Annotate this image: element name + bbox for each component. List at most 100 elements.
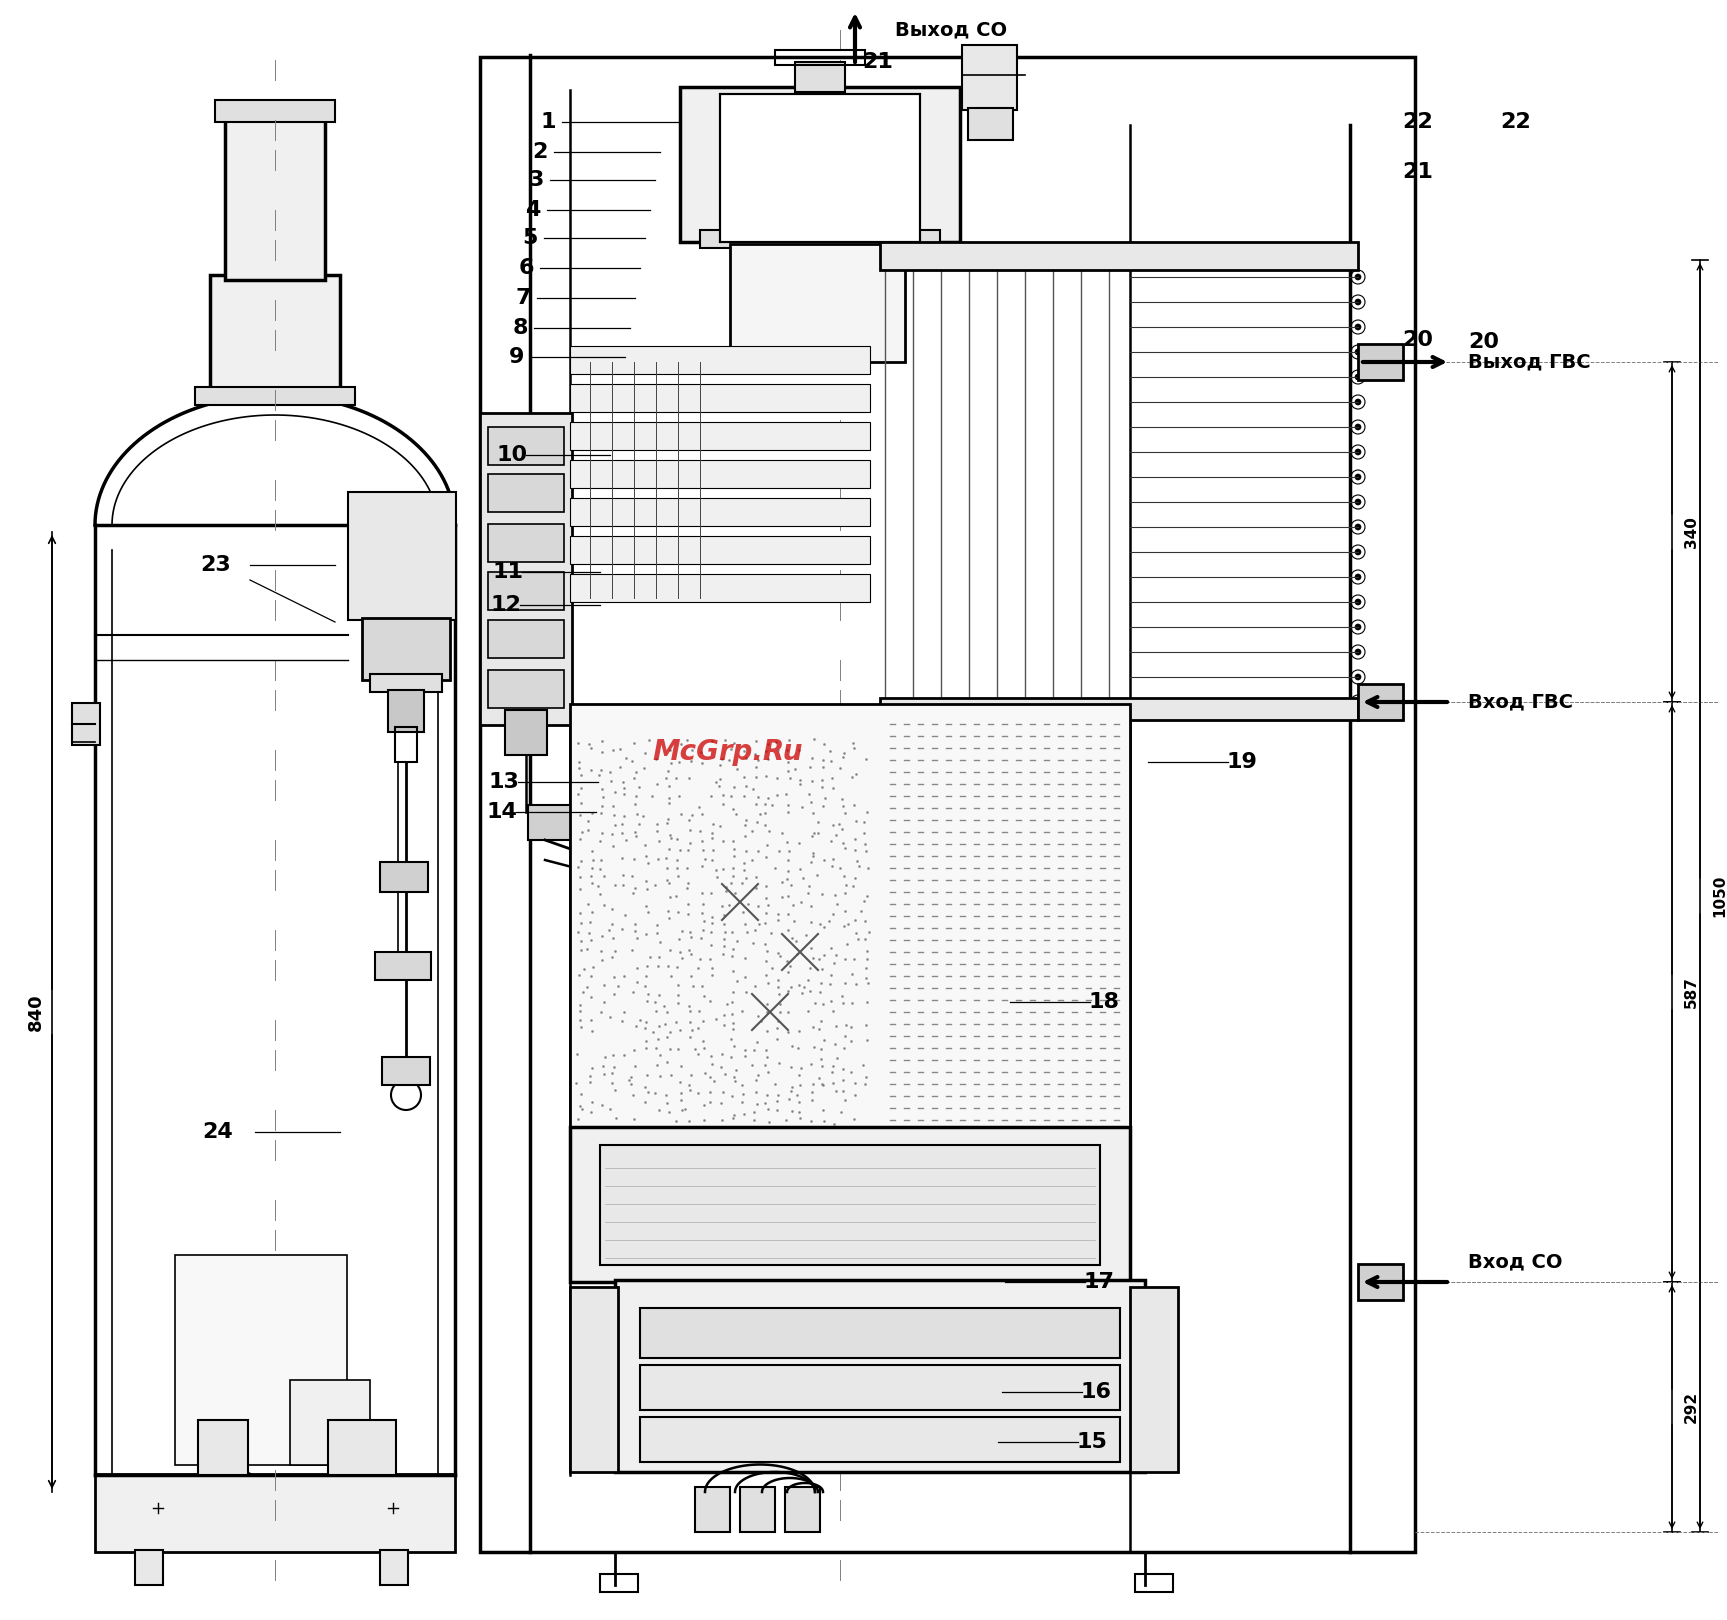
Circle shape bbox=[1356, 424, 1361, 429]
Bar bbox=[489, 671, 565, 708]
Bar bbox=[962, 45, 1017, 110]
Text: 22: 22 bbox=[1402, 112, 1433, 131]
Bar bbox=[389, 690, 425, 732]
Bar bbox=[380, 862, 428, 893]
Bar bbox=[489, 620, 565, 658]
Text: 21: 21 bbox=[862, 52, 893, 71]
Circle shape bbox=[1356, 300, 1361, 305]
Text: 1050: 1050 bbox=[1711, 875, 1727, 917]
Text: McGrp.Ru: McGrp.Ru bbox=[653, 739, 803, 766]
Bar bbox=[1357, 1264, 1402, 1299]
Bar bbox=[570, 573, 870, 603]
Circle shape bbox=[1356, 674, 1361, 680]
Bar bbox=[375, 953, 432, 980]
Text: 3: 3 bbox=[528, 170, 544, 190]
Bar bbox=[489, 523, 565, 562]
Text: 587: 587 bbox=[1684, 977, 1699, 1008]
Bar bbox=[1357, 343, 1402, 381]
Bar bbox=[570, 421, 870, 450]
Text: Вход СО: Вход СО bbox=[1468, 1252, 1563, 1272]
Text: 20: 20 bbox=[1468, 332, 1499, 352]
Bar bbox=[599, 1575, 637, 1592]
Circle shape bbox=[1356, 399, 1361, 405]
Text: 22: 22 bbox=[1501, 112, 1530, 131]
Text: Выход СО: Выход СО bbox=[895, 21, 1007, 39]
Text: 6: 6 bbox=[518, 258, 534, 279]
Text: 11: 11 bbox=[492, 562, 523, 582]
Circle shape bbox=[1356, 348, 1361, 355]
Bar bbox=[328, 1421, 395, 1474]
Bar bbox=[680, 87, 960, 241]
Bar bbox=[570, 536, 870, 564]
Circle shape bbox=[1356, 475, 1361, 480]
Bar bbox=[95, 1474, 454, 1552]
Text: 17: 17 bbox=[1083, 1272, 1114, 1293]
Bar bbox=[211, 275, 340, 400]
Bar bbox=[489, 428, 565, 465]
Bar bbox=[570, 497, 870, 526]
Bar bbox=[570, 460, 870, 488]
Bar bbox=[528, 805, 577, 841]
Text: 2: 2 bbox=[532, 143, 547, 162]
Bar bbox=[570, 347, 870, 374]
Bar bbox=[1135, 1575, 1173, 1592]
Bar bbox=[786, 1487, 820, 1533]
Text: 20: 20 bbox=[1402, 330, 1433, 350]
Circle shape bbox=[1356, 324, 1361, 330]
Bar bbox=[969, 109, 1014, 139]
Bar bbox=[739, 1487, 775, 1533]
Text: 12: 12 bbox=[490, 595, 522, 616]
Circle shape bbox=[1356, 650, 1361, 654]
Text: 18: 18 bbox=[1088, 991, 1119, 1012]
Bar bbox=[214, 100, 335, 122]
Bar bbox=[570, 705, 1129, 1132]
Bar bbox=[699, 230, 939, 248]
Bar bbox=[599, 1145, 1100, 1265]
Bar bbox=[1357, 684, 1402, 719]
Bar bbox=[1129, 1286, 1178, 1473]
Bar bbox=[615, 1280, 1145, 1473]
Text: 8: 8 bbox=[513, 318, 528, 339]
Circle shape bbox=[1356, 523, 1361, 530]
Bar bbox=[370, 674, 442, 692]
Text: 15: 15 bbox=[1076, 1432, 1107, 1452]
Bar bbox=[489, 572, 565, 611]
Text: 19: 19 bbox=[1226, 752, 1257, 773]
Bar bbox=[641, 1418, 1121, 1461]
Bar bbox=[570, 1128, 1129, 1281]
Circle shape bbox=[1356, 599, 1361, 604]
Text: 1: 1 bbox=[541, 112, 556, 131]
Bar bbox=[135, 1550, 162, 1584]
Text: 21: 21 bbox=[1402, 162, 1433, 181]
Bar bbox=[199, 1421, 249, 1474]
Circle shape bbox=[1356, 549, 1361, 556]
Bar bbox=[570, 384, 870, 411]
Text: 9: 9 bbox=[509, 347, 525, 368]
Bar bbox=[570, 1286, 618, 1473]
Bar bbox=[290, 1380, 370, 1464]
Bar bbox=[641, 1366, 1121, 1409]
Bar bbox=[380, 1550, 408, 1584]
Text: 10: 10 bbox=[496, 446, 527, 465]
Circle shape bbox=[1356, 573, 1361, 580]
Bar bbox=[349, 492, 456, 620]
Bar bbox=[480, 413, 572, 726]
Text: 23: 23 bbox=[200, 556, 231, 575]
Bar bbox=[504, 710, 547, 755]
Circle shape bbox=[1356, 698, 1361, 705]
Bar bbox=[794, 62, 845, 92]
Bar bbox=[731, 245, 905, 361]
Bar bbox=[881, 698, 1357, 719]
Circle shape bbox=[1356, 499, 1361, 505]
Bar bbox=[694, 1487, 731, 1533]
Text: Вход ГВС: Вход ГВС bbox=[1468, 692, 1573, 711]
Bar bbox=[382, 1056, 430, 1085]
Bar bbox=[641, 1307, 1121, 1358]
Bar bbox=[174, 1256, 347, 1464]
Bar bbox=[720, 94, 920, 241]
Text: 13: 13 bbox=[489, 773, 520, 792]
Text: 292: 292 bbox=[1684, 1392, 1699, 1422]
Text: 7: 7 bbox=[515, 288, 530, 308]
Text: 4: 4 bbox=[525, 199, 541, 220]
Circle shape bbox=[1356, 374, 1361, 381]
